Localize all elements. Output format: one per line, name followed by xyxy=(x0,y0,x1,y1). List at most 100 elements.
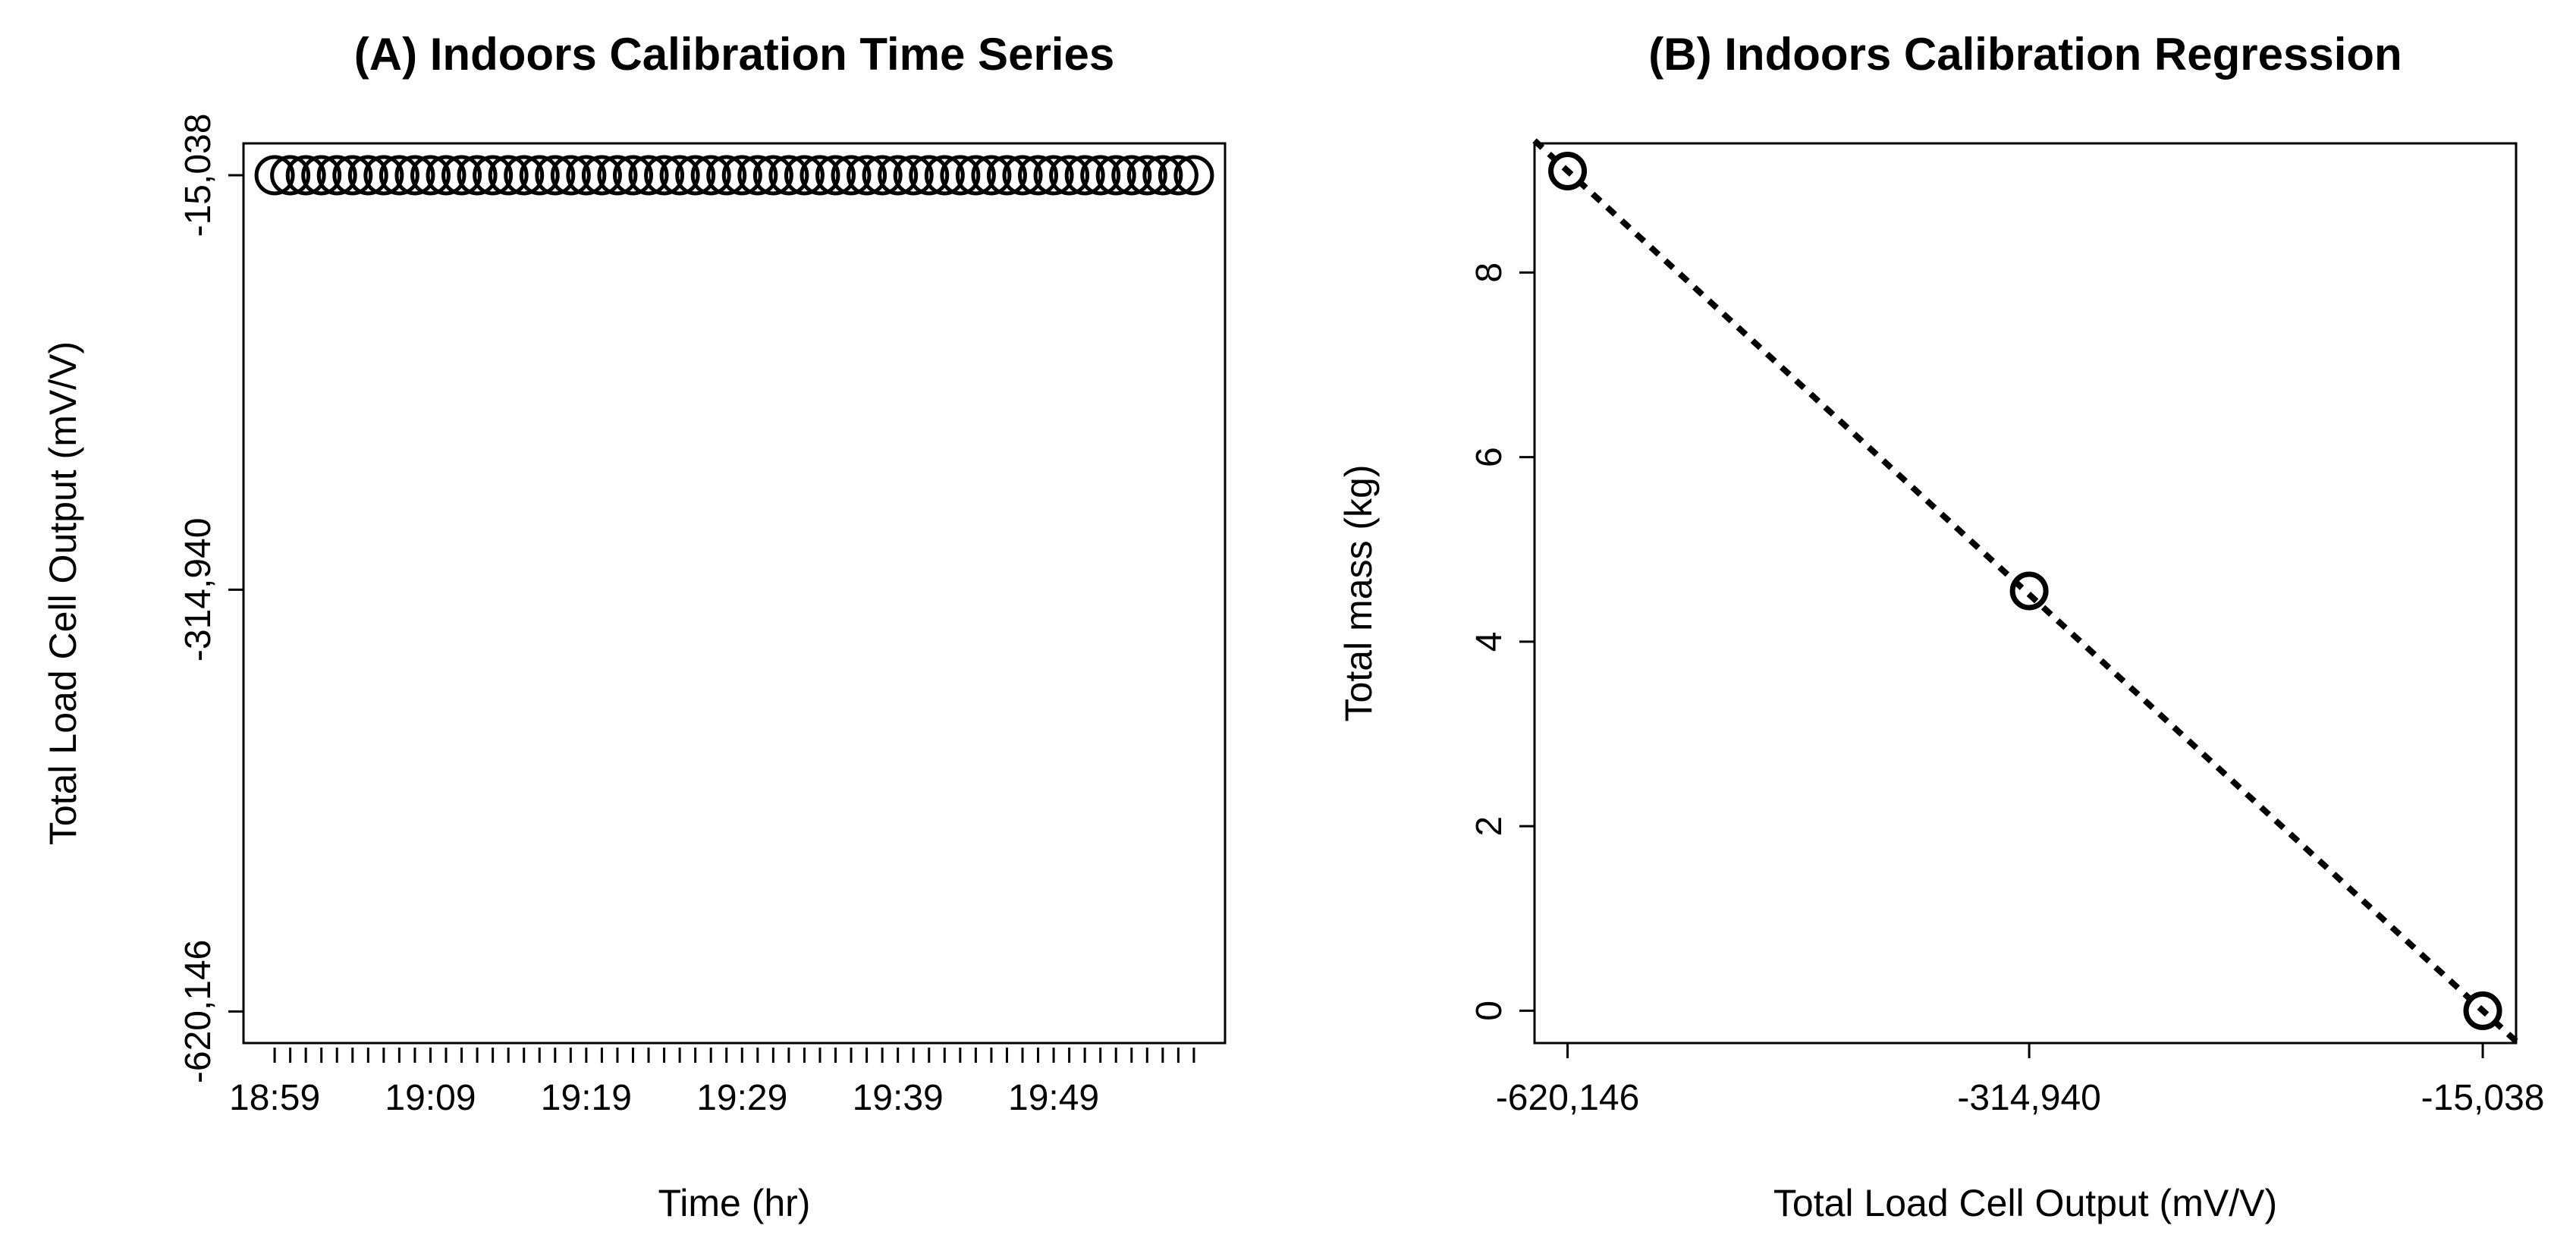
panel-a-data-point xyxy=(504,155,545,196)
panel-b-y-tick-label: 2 xyxy=(1469,816,1509,837)
panel-a-data-point xyxy=(815,155,856,196)
panel-b-y-tick-label: 8 xyxy=(1469,262,1509,283)
panel-a-data-point xyxy=(1095,155,1136,196)
panel-a-title: (A) Indoors Calibration Time Series xyxy=(354,29,1114,80)
panel-a-y-ticks: -15,038 -314,940 -620,146 xyxy=(178,114,243,1084)
panel-a-data-point xyxy=(862,155,903,196)
panel-b-y-tick-label: 6 xyxy=(1469,447,1509,467)
panel-a-data-point xyxy=(800,155,840,196)
panel-a-data-point xyxy=(566,155,607,196)
panel-a-data-point xyxy=(1111,155,1152,196)
panel-a-y-tick-label: -620,146 xyxy=(178,940,218,1084)
panel-a-plot-frame xyxy=(242,142,1227,1045)
panel-a-data-point xyxy=(986,155,1027,196)
panel-a-data-point xyxy=(301,155,342,196)
panel-b-x-tick-label: -314,940 xyxy=(1957,1078,2101,1118)
panel-a-data-point xyxy=(550,155,591,196)
panel-b-data-point xyxy=(1548,151,1588,190)
panel-b-y-tick-label: 4 xyxy=(1469,632,1509,652)
panel-a-x-tick-label: 19:19 xyxy=(541,1078,632,1118)
panel-b-y-axis-label: Total mass (kg) xyxy=(1337,465,1380,722)
panel-a-data-point xyxy=(612,155,653,196)
panel-a-data-point xyxy=(1173,155,1214,196)
panel-a-data-point xyxy=(488,155,529,196)
panel-a-data-point xyxy=(285,155,326,196)
panel-a-data-point xyxy=(924,155,965,196)
panel-a-data-point xyxy=(1018,155,1059,196)
panel-a-data-point xyxy=(347,155,388,196)
panel-a-y-axis-label: Total Load Cell Output (mV/V) xyxy=(42,341,84,845)
panel-b: (B) Indoors Calibration Regression Total… xyxy=(1337,29,2544,1224)
panel-a-data-point xyxy=(394,155,435,196)
panel-b-x-tick-label: -620,146 xyxy=(1496,1078,1640,1118)
panel-a-data-point xyxy=(473,155,514,196)
panel-a-data-point xyxy=(581,155,622,196)
panel-a-data-point xyxy=(752,155,793,196)
panel-a-data-point xyxy=(1049,155,1090,196)
panel-a-data-point xyxy=(628,155,669,196)
panel-a-data-point xyxy=(690,155,731,196)
panel-b-data-point xyxy=(2009,571,2049,611)
panel-a-data-point xyxy=(519,155,560,196)
panel-a-data-point xyxy=(878,155,919,196)
panel-a-data-point xyxy=(535,155,576,196)
panel-b-x-axis-label: Total Load Cell Output (mV/V) xyxy=(1773,1182,2277,1224)
panel-a-data-point xyxy=(955,155,996,196)
panel-b-plot-frame xyxy=(1533,142,2518,1045)
panel-b-fit xyxy=(1532,138,2518,1044)
panel-a-data-point xyxy=(379,155,419,196)
panel-b-data-point xyxy=(2463,991,2502,1030)
panel-b-x-tick-label: -15,038 xyxy=(2421,1078,2545,1118)
panel-a-minor-ticks xyxy=(273,1048,1195,1063)
panel-a-data-point xyxy=(768,155,809,196)
panel-a-data-point xyxy=(254,155,295,196)
panel-a-data-point xyxy=(1142,155,1183,196)
panel-a-data-point xyxy=(316,155,357,196)
panel-a-data-point xyxy=(597,155,638,196)
panel-a-data-point xyxy=(644,155,685,196)
panel-a-data-point xyxy=(1126,155,1167,196)
panel-a-x-tick-label: 19:39 xyxy=(853,1078,944,1118)
panel-a-data-point xyxy=(457,155,498,196)
panel-a-data-point xyxy=(441,155,482,196)
panel-a-data-point xyxy=(721,155,762,196)
panel-b-points xyxy=(1548,151,2502,1030)
panel-a-data-point xyxy=(1064,155,1105,196)
panel-b-title: (B) Indoors Calibration Regression xyxy=(1648,29,2402,80)
panel-b-x-ticks: -620,146 -314,940 -15,038 xyxy=(1496,1043,2545,1118)
panel-a-data-point xyxy=(675,155,716,196)
panel-a-data-point xyxy=(706,155,747,196)
panel-a-data-point xyxy=(1158,155,1198,196)
panel-b-y-tick-label: 0 xyxy=(1469,1001,1509,1021)
panel-a-data-point xyxy=(893,155,934,196)
panel-a-data-point xyxy=(831,155,872,196)
panel-a-data-point xyxy=(940,155,981,196)
panel-a-y-tick-label: -314,940 xyxy=(178,518,218,662)
panel-a-data-point xyxy=(332,155,373,196)
panel-a-data-point xyxy=(363,155,404,196)
panel-a-data-point xyxy=(909,155,950,196)
panel-a: (A) Indoors Calibration Time Series Time… xyxy=(42,29,1227,1224)
panel-a-data-point xyxy=(1080,155,1121,196)
panel-a-data-point xyxy=(737,155,778,196)
panel-a-data-point xyxy=(270,155,311,196)
panel-a-x-tick-label: 19:29 xyxy=(696,1078,787,1118)
panel-a-data-point xyxy=(426,155,467,196)
panel-a-data-point xyxy=(1033,155,1074,196)
panel-a-data-point xyxy=(784,155,825,196)
panel-a-x-tick-label: 19:49 xyxy=(1008,1078,1099,1118)
panel-b-regression-line xyxy=(1532,138,2518,1044)
panel-a-data-point xyxy=(659,155,700,196)
panel-a-data-point xyxy=(971,155,1012,196)
panel-a-x-axis-label: Time (hr) xyxy=(658,1182,811,1224)
panel-b-y-ticks: 0 2 4 6 8 xyxy=(1469,262,1535,1021)
panel-a-data-point xyxy=(847,155,887,196)
panel-a-x-tick-label: 19:09 xyxy=(385,1078,476,1118)
panel-a-series xyxy=(254,155,1214,196)
panel-a-data-point xyxy=(1002,155,1043,196)
panel-a-x-tick-label: 18:59 xyxy=(229,1078,320,1118)
panel-a-data-point xyxy=(410,155,451,196)
panel-a-y-tick-label: -15,038 xyxy=(178,114,218,237)
panel-a-x-ticks: 18:59 19:09 19:19 19:29 19:39 19:49 xyxy=(229,1078,1099,1118)
